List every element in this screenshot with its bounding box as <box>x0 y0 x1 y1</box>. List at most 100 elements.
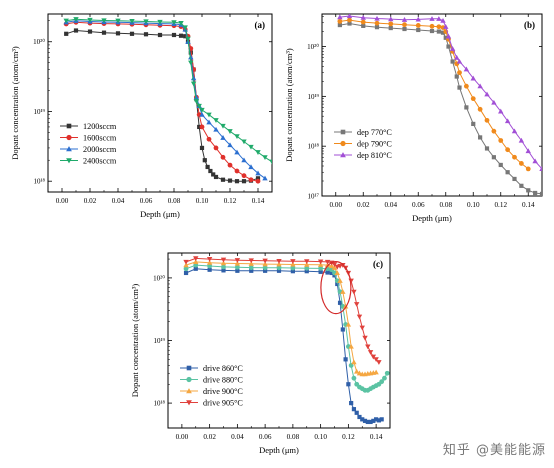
data-point <box>199 145 205 151</box>
data-point <box>526 188 531 193</box>
data-point <box>337 22 342 28</box>
data-point <box>213 174 219 180</box>
data-point <box>185 36 191 42</box>
data-point <box>199 124 205 130</box>
data-point <box>115 31 121 36</box>
data-point <box>171 20 177 26</box>
data-point <box>220 260 227 266</box>
x-axis-label: Depth (μm) <box>259 445 299 455</box>
data-point <box>367 350 374 355</box>
x-tick-label: 0.02 <box>84 197 97 205</box>
data-point <box>456 58 463 64</box>
data-point <box>157 32 163 38</box>
legend-label: dep 790°C <box>357 140 392 149</box>
legend-marker <box>186 365 192 371</box>
legend-label: drive 860°C <box>203 364 243 373</box>
data-point <box>248 177 254 183</box>
data-point <box>446 44 451 49</box>
data-point <box>457 70 462 75</box>
data-point <box>539 191 542 196</box>
y-tick-label: 10¹⁹ <box>153 337 165 345</box>
watermark-text: 知乎 @美能能源 <box>442 443 546 458</box>
data-point <box>183 34 188 39</box>
data-point <box>248 265 254 271</box>
data-point <box>360 417 365 422</box>
data-point <box>470 96 476 102</box>
data-point <box>183 266 189 272</box>
data-point <box>512 176 517 182</box>
data-point <box>101 30 107 35</box>
data-point <box>157 19 163 25</box>
data-point <box>525 148 531 154</box>
data-point <box>190 81 197 87</box>
data-point <box>349 400 354 406</box>
data-point <box>178 33 184 38</box>
data-point <box>361 23 366 28</box>
data-point <box>220 177 226 182</box>
data-point <box>213 118 219 123</box>
data-point <box>368 419 373 425</box>
legend-label: drive 880°C <box>203 376 243 385</box>
x-tick-label: 0.06 <box>140 197 153 205</box>
data-point <box>484 91 490 97</box>
data-point <box>64 31 69 36</box>
data-point <box>357 414 362 420</box>
data-point <box>429 16 435 21</box>
data-point <box>221 264 226 270</box>
legend-label: dep 770°C <box>357 128 392 137</box>
x-tick-label: 0.00 <box>329 201 342 209</box>
x-tick-label: 0.04 <box>112 197 125 205</box>
data-point <box>331 265 338 270</box>
data-point <box>484 146 490 151</box>
data-point <box>208 168 213 174</box>
legend-label: dep 810°C <box>357 151 392 160</box>
data-point <box>354 410 359 415</box>
data-point <box>234 179 240 184</box>
data-point <box>188 60 194 66</box>
data-point <box>205 164 210 170</box>
data-point <box>450 59 455 64</box>
x-tick-label: 0.14 <box>522 201 535 209</box>
data-point <box>454 74 459 79</box>
data-point <box>129 18 135 24</box>
series-line <box>66 20 266 179</box>
data-point <box>255 178 261 184</box>
data-point <box>183 262 189 268</box>
x-tick-label: 0.02 <box>203 433 216 441</box>
panel-label: (b) <box>524 20 535 30</box>
data-point <box>193 99 200 104</box>
data-point <box>354 302 360 307</box>
data-point <box>206 259 213 265</box>
data-point <box>337 278 343 283</box>
panel-label: (a) <box>255 20 266 30</box>
data-point <box>199 111 205 117</box>
data-point <box>351 289 357 295</box>
legend-marker <box>340 140 346 147</box>
data-point <box>255 150 261 155</box>
data-point <box>379 417 384 422</box>
data-point <box>525 166 531 172</box>
data-point <box>351 407 357 412</box>
legend-marker <box>340 129 346 135</box>
data-point <box>463 66 470 72</box>
data-point <box>206 256 213 262</box>
data-point <box>213 145 219 151</box>
data-point <box>193 259 199 265</box>
plot-frame <box>47 13 273 193</box>
x-tick-label: 0.12 <box>342 433 355 441</box>
data-point <box>379 379 385 385</box>
data-point <box>518 161 524 166</box>
data-point <box>241 139 247 145</box>
data-point <box>206 112 212 118</box>
data-point <box>227 162 233 168</box>
data-point <box>436 24 442 30</box>
data-point <box>429 28 435 34</box>
y-axis-label: Dopant concentration (atom/cm³) <box>284 48 294 162</box>
legend-marker <box>186 376 192 383</box>
data-point <box>518 137 525 143</box>
data-point <box>347 21 352 26</box>
data-point <box>337 14 343 20</box>
data-point <box>304 265 310 271</box>
data-point <box>304 261 310 267</box>
